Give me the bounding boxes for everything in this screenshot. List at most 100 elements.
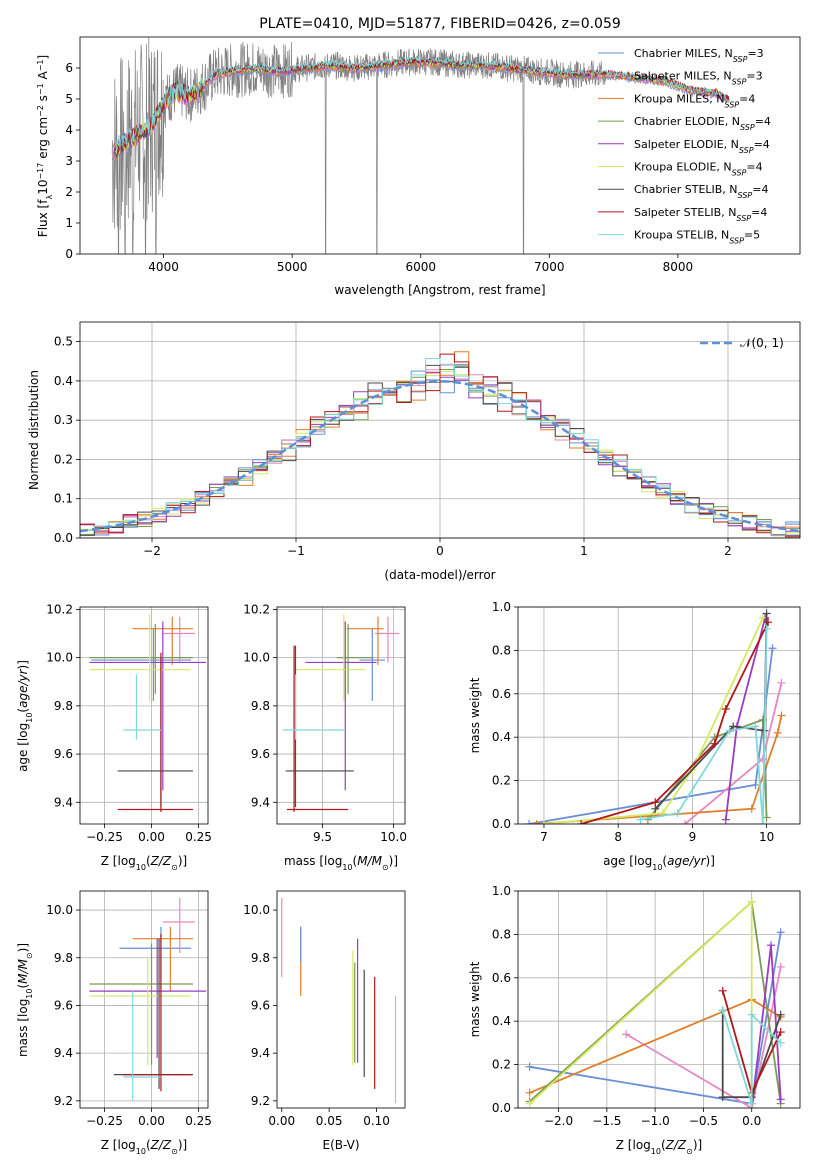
plot-area (111, 37, 730, 254)
axes-frame (79, 36, 801, 255)
plot-area (89, 898, 207, 1101)
legend-label: Salpeter MILES, NSSP=3 (634, 70, 763, 87)
axes-frame (276, 890, 406, 1109)
weight-marker (758, 820, 767, 824)
y-tick-label: 9.2 (54, 1094, 73, 1108)
x-tick-label: −1 (287, 544, 305, 558)
legend-label: Chabrier STELIB, NSSP=4 (634, 183, 768, 200)
weight-marker (651, 798, 660, 807)
legend-label: Kroupa STELIB, NSSP=5 (634, 229, 760, 246)
weight-marker (751, 780, 760, 789)
y-tick-label: 9.8 (54, 951, 73, 965)
x-tick-label: −0.25 (86, 1114, 123, 1128)
legend-label: Salpeter STELIB, NSSP=4 (634, 206, 767, 223)
y-tick-label: 0.4 (492, 1014, 511, 1028)
legend-label: Chabrier ELODIE, NSSP=4 (634, 115, 771, 132)
x-tick-label: −0.25 (86, 830, 123, 844)
weight-marker (751, 722, 760, 731)
y-tick-label: 0 (65, 247, 73, 261)
x-axis-label: E(B-V) (322, 1138, 359, 1152)
weight-line (721, 1010, 782, 1099)
weight-marker (773, 728, 782, 737)
weight-marker (777, 678, 786, 687)
y-tick-label: 9.4 (54, 795, 73, 809)
y-tick-label: 1.0 (492, 600, 511, 614)
chart-title: PLATE=0410, MJD=51877, FIBERID=0426, z=0… (259, 16, 621, 32)
x-tick-label: 0.0 (742, 1114, 761, 1128)
x-tick-label: 7 (540, 830, 548, 844)
weight-line (580, 621, 769, 824)
y-tick-label: 0.5 (54, 335, 73, 349)
y-tick-label: 1.0 (492, 884, 511, 898)
y-tick-label: 9.8 (251, 951, 270, 965)
y-tick-label: 1 (65, 216, 73, 230)
x-tick-label: 0.05 (316, 1114, 343, 1128)
x-tick-label: 0 (436, 544, 444, 558)
y-tick-label: 6 (65, 61, 73, 75)
y-tick-label: 10.0 (243, 651, 270, 665)
y-tick-label: 0.1 (54, 492, 73, 506)
x-tick-label: −1.5 (592, 1114, 621, 1128)
weight-marker (622, 1030, 631, 1039)
weight-line (543, 617, 764, 824)
axes-frame (517, 606, 801, 825)
panel-weight-vs-Z: −2.0 −1.5 −1.0 −0.5 0.0 0.0 0.2 0.4 0.6 0.8 1.0 mas… (468, 884, 801, 1156)
weight-marker (721, 815, 730, 824)
weight-marker (532, 820, 541, 824)
weight-marker (747, 897, 756, 906)
weight-marker (776, 1038, 785, 1047)
y-tick-label: 2 (65, 185, 73, 199)
y-tick-label: 9.6 (251, 747, 270, 761)
residual-histogram (80, 358, 800, 538)
panel-mass-vs-Z: −0.25 0.00 0.25 9.2 9.4 9.6 9.8 10.0 Z [log10(Z/… (16, 890, 212, 1156)
weight-marker (776, 962, 785, 971)
weight-marker (539, 820, 548, 824)
model-spectrum (114, 56, 727, 155)
x-tick-label: 8000 (663, 260, 694, 274)
x-tick-label: 7000 (534, 260, 565, 274)
weight-marker (768, 644, 777, 653)
x-tick-label: 2 (724, 544, 732, 558)
gaussian-curve (80, 380, 800, 533)
x-tick-label: 4000 (148, 260, 179, 274)
weight-marker (721, 704, 730, 713)
axes-frame (517, 890, 801, 1109)
weight-marker (762, 609, 771, 618)
weight-marker (762, 624, 771, 633)
x-tick-label: 0.00 (138, 1114, 165, 1128)
axes-frame (276, 606, 406, 825)
axes-frame (79, 890, 209, 1109)
y-tick-label: 0.4 (492, 730, 511, 744)
y-tick-label: 0.4 (54, 374, 73, 388)
x-tick-label: 8 (614, 830, 622, 844)
x-tick-label: 5000 (277, 260, 308, 274)
axes-frame (79, 321, 801, 539)
legend-label: Chabrier MILES, NSSP=3 (634, 47, 764, 64)
weight-marker (776, 1028, 785, 1037)
weight-marker (764, 618, 773, 627)
plot-area (80, 351, 800, 538)
x-tick-label: −2 (143, 544, 161, 558)
x-tick-label: 0.25 (185, 830, 212, 844)
y-tick-label: 9.8 (251, 699, 270, 713)
legend-label: 𝒩(0, 1) (740, 336, 784, 350)
weight-line (528, 899, 753, 1108)
x-tick-label: 0.25 (185, 1114, 212, 1128)
plot-area (89, 614, 207, 812)
x-tick-label: 10.0 (380, 830, 407, 844)
plot-area (525, 897, 785, 1108)
y-tick-label: 9.4 (54, 1046, 73, 1060)
weight-marker (777, 711, 786, 720)
weight-line (625, 966, 782, 1108)
weight-marker (525, 1088, 534, 1097)
y-axis-label: Normed distribution (27, 370, 41, 490)
weight-marker (767, 941, 776, 950)
x-tick-label: −1.0 (641, 1114, 670, 1128)
y-tick-label: 10.2 (243, 602, 270, 616)
weight-line (654, 613, 768, 810)
y-tick-label: 0.0 (492, 817, 511, 831)
x-axis-label: Z [log10(Z/Z⊙)] (101, 1138, 187, 1156)
x-tick-label: 0.00 (138, 830, 165, 844)
legend-label: Kroupa MILES, NSSP=4 (634, 92, 755, 109)
weight-line (640, 628, 768, 824)
